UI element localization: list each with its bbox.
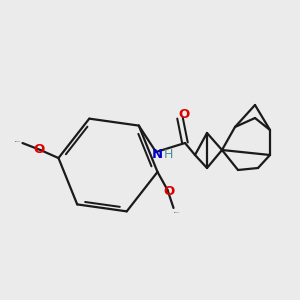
Text: methoxy: methoxy [15, 140, 22, 142]
Text: O: O [178, 107, 190, 121]
Text: O: O [163, 185, 174, 199]
Text: methoxy: methoxy [173, 211, 180, 213]
Text: N: N [152, 148, 163, 160]
Text: O: O [34, 142, 45, 155]
Text: H: H [163, 148, 173, 161]
